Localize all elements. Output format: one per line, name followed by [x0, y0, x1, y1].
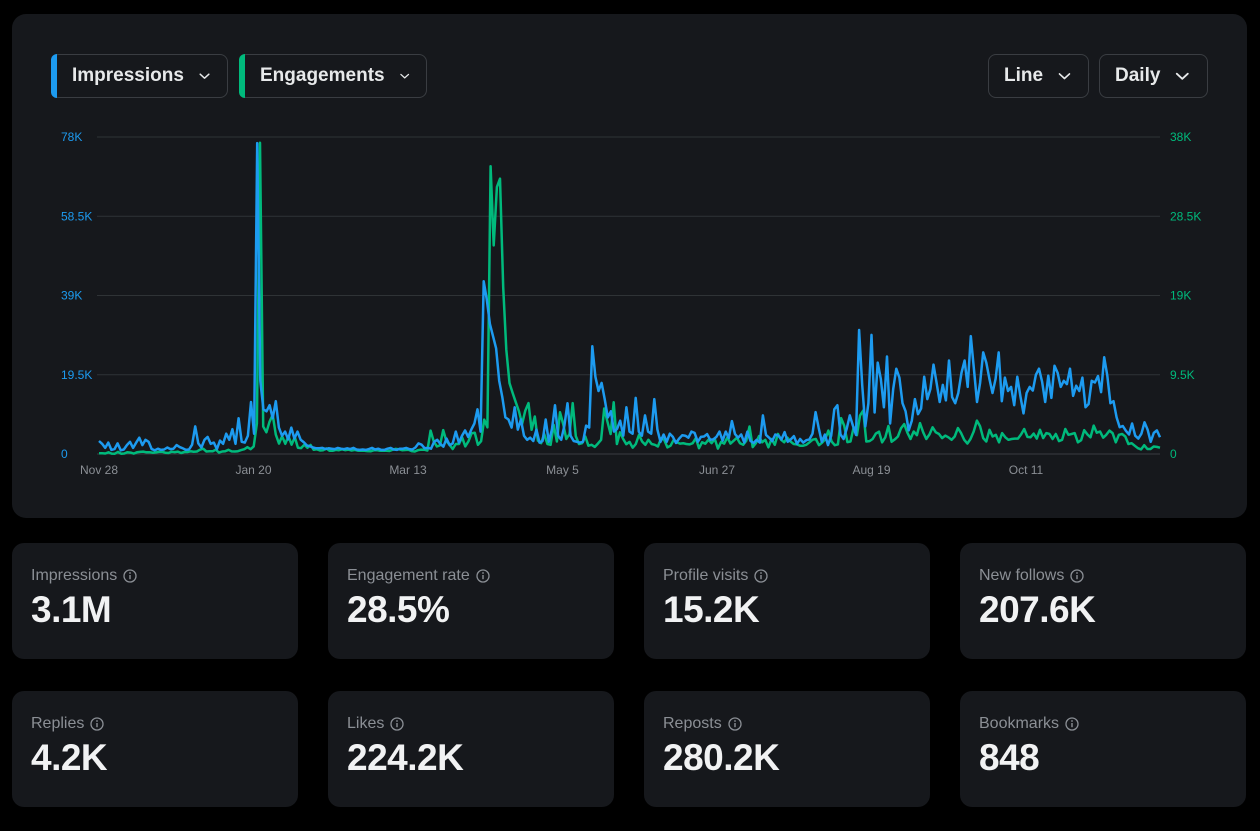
- info-icon[interactable]: [123, 569, 137, 583]
- stat-value: 4.2K: [31, 737, 108, 778]
- stat-label: Profile visits: [663, 567, 749, 584]
- info-icon[interactable]: [390, 717, 405, 731]
- analytics-chart-card: 0 19.5K 39K 58.5K 78K 0 9.5K 19K 28.5K 38K Nov 28 J…: [12, 14, 1247, 518]
- stat-card-impressions: Impressions 3.1M: [12, 543, 298, 659]
- stat-label: Bookmarks: [979, 715, 1060, 732]
- chevron-down-icon: [399, 73, 409, 79]
- info-icon[interactable]: [476, 569, 490, 583]
- stat-value: 15.2K: [663, 589, 760, 630]
- chevron-down-icon: [1058, 73, 1071, 80]
- stat-card-likes: Likes 224.2K: [328, 691, 614, 807]
- y-left-tick-label: 0: [61, 447, 68, 461]
- interval-label: Daily: [1115, 65, 1161, 86]
- info-icon[interactable]: [754, 569, 769, 583]
- y-right-tick-label: 38K: [1170, 130, 1191, 144]
- stat-label: Reposts: [663, 715, 722, 732]
- y-right-tick-label: 19K: [1170, 289, 1191, 303]
- series-line-impressions: [98, 141, 1162, 452]
- stat-label: Replies: [31, 715, 85, 732]
- stat-value: 280.2K: [663, 737, 780, 778]
- stat-label: Impressions: [31, 567, 118, 584]
- stat-value: 3.1M: [31, 589, 112, 630]
- x-tick-label: Aug 19: [852, 463, 890, 477]
- info-icon[interactable]: [728, 717, 742, 731]
- info-icon[interactable]: [90, 717, 105, 731]
- line-chart: 0 19.5K 39K 58.5K 78K 0 9.5K 19K 28.5K 38K Nov 28 J…: [61, 130, 1201, 477]
- engagements-color-marker: [239, 54, 245, 98]
- impressions-color-marker: [51, 54, 57, 98]
- impressions-metric-dropdown[interactable]: Impressions: [51, 54, 228, 98]
- stat-card-profile-visits: Profile visits 15.2K: [644, 543, 930, 659]
- chevron-down-icon: [1176, 72, 1190, 80]
- stat-card-new-follows: New follows 207.6K: [960, 543, 1246, 659]
- series-line-engagements: [98, 141, 1161, 455]
- x-tick-label: Jun 27: [699, 463, 735, 477]
- engagements-metric-label: Engagements: [260, 65, 385, 86]
- stat-card-reposts: Reposts 280.2K: [644, 691, 930, 807]
- engagements-metric-dropdown[interactable]: Engagements: [239, 54, 427, 98]
- info-icon[interactable]: [1070, 569, 1085, 583]
- y-left-tick-label: 78K: [61, 130, 82, 144]
- chart-type-label: Line: [1004, 65, 1044, 86]
- y-right-tick-label: 9.5K: [1170, 368, 1195, 382]
- y-right-tick-label: 28.5K: [1170, 209, 1201, 223]
- x-tick-label: Oct 11: [1009, 463, 1044, 477]
- x-tick-label: Nov 28: [80, 463, 118, 477]
- stat-value: 28.5%: [347, 589, 450, 630]
- y-left-tick-label: 19.5K: [61, 368, 92, 382]
- info-icon[interactable]: [1065, 717, 1079, 731]
- impressions-metric-label: Impressions: [72, 65, 184, 86]
- interval-dropdown[interactable]: Daily: [1099, 54, 1208, 98]
- y-left-tick-label: 39K: [61, 289, 82, 303]
- stat-value: 207.6K: [979, 589, 1096, 630]
- chart-type-dropdown[interactable]: Line: [988, 54, 1089, 98]
- chevron-down-icon: [199, 73, 210, 79]
- stat-value: 224.2K: [347, 737, 464, 778]
- stat-label: Likes: [347, 715, 385, 732]
- x-tick-label: Jan 20: [235, 463, 271, 477]
- x-tick-label: Mar 13: [389, 463, 427, 477]
- y-left-tick-label: 58.5K: [61, 209, 92, 223]
- y-right-tick-label: 0: [1170, 447, 1177, 461]
- stat-card-bookmarks: Bookmarks 848: [960, 691, 1246, 807]
- stat-label: New follows: [979, 567, 1065, 584]
- stat-value: 848: [979, 737, 1040, 778]
- x-tick-label: May 5: [546, 463, 579, 477]
- stat-label: Engagement rate: [347, 567, 470, 584]
- stat-card-engagement-rate: Engagement rate 28.5%: [328, 543, 614, 659]
- stat-card-replies: Replies 4.2K: [12, 691, 298, 807]
